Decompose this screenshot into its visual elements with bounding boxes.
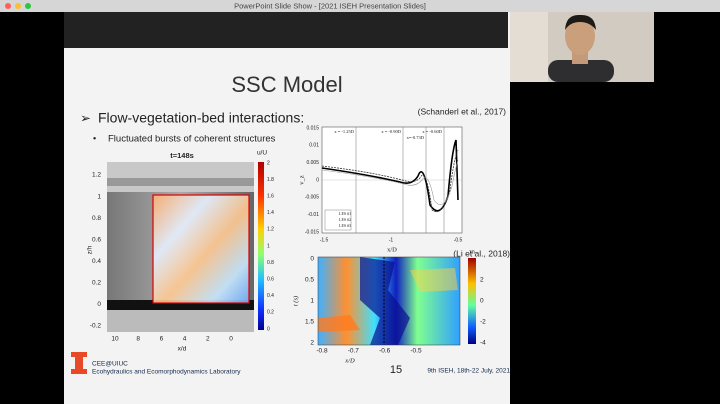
x-tick-label: 4 [183, 336, 187, 343]
y-tick-label: 0.005 [306, 160, 319, 166]
y-tick-label: 0.8 [92, 215, 101, 222]
x-tick-label: -1 [389, 237, 394, 243]
y-tick-label: 0 [316, 177, 319, 183]
colorbar-tick-label: 2 [267, 160, 270, 166]
page-number: 15 [390, 364, 402, 376]
footer-lab: Ecohydraulics and Ecomorphodynamics Labo… [92, 369, 241, 376]
x-tick-label: -0.7 [348, 348, 360, 355]
sub-bullet: Fluctuated bursts of coherent structures [108, 134, 276, 145]
y-tick-label: -0.015 [305, 229, 319, 235]
citation: (Schanderl et al., 2017) [418, 106, 507, 116]
legend-entry: LES #3 [339, 223, 351, 228]
section-label: x = -1.25D [334, 129, 354, 134]
colorbar-tick-label: 0 [480, 298, 484, 305]
y-axis-label: v_z [298, 175, 305, 185]
zoom-button[interactable] [25, 3, 31, 9]
y-tick-label: 0 [97, 301, 101, 308]
y-tick-label: 0.2 [92, 280, 101, 287]
y-tick-label: -0.005 [305, 195, 319, 201]
y-tick-label: 0.015 [306, 125, 319, 131]
y-tick-label: 2 [310, 340, 314, 347]
heatmap [317, 256, 461, 346]
university-logo [71, 352, 87, 374]
y-tick-label: -0.01 [308, 212, 320, 218]
y-tick-label: 1 [310, 298, 314, 305]
minimize-button[interactable] [15, 3, 21, 9]
x-tick-label: 8 [136, 336, 140, 343]
profile-plot [321, 126, 463, 234]
colorbar-tick-label: 0.2 [267, 310, 274, 316]
colorbar-tick-label: 1 [267, 243, 270, 249]
colorbar-label: u/U [257, 150, 267, 157]
figure-time: t=148s [170, 151, 194, 160]
citation: (Li et al., 2018) [453, 248, 510, 258]
x-tick-label: -0.5 [410, 348, 422, 355]
title-bar [0, 0, 720, 12]
x-tick-label: -1.5 [320, 237, 329, 243]
colorbar-tick-label: 0.4 [267, 293, 274, 299]
y-tick-label: 0.01 [309, 143, 319, 149]
colorbar-tick-label: 1.2 [267, 227, 274, 233]
section-label: x = -0.90D [381, 129, 401, 134]
x-tick-label: -0.5 [454, 237, 463, 243]
flow-image [107, 162, 254, 332]
bullet: Flow-vegetation-bed interactions: [98, 110, 304, 126]
x-tick-label: 10 [111, 336, 119, 343]
bullet-arrow: ➢ [80, 110, 91, 125]
y-tick-label: -0.2 [90, 323, 102, 330]
y-tick-label: 0.6 [92, 236, 101, 243]
x-tick-label: 2 [206, 336, 210, 343]
colorbar-tick-label: 0 [267, 326, 270, 332]
section-label: x = -0.60D [422, 129, 442, 134]
colorbar-tick-label: 0.8 [267, 260, 274, 266]
colorbar [258, 162, 264, 330]
colorbar-tick-label: 0.6 [267, 277, 274, 283]
x-tick-label: -0.8 [316, 348, 328, 355]
colorbar-tick-label: -2 [480, 319, 486, 326]
y-tick-label: 0 [310, 256, 314, 263]
webcam-video [508, 12, 654, 82]
colorbar-label: τn [469, 248, 476, 255]
slide-title: SSC Model [231, 72, 342, 97]
y-axis-label: t (s) [292, 296, 299, 306]
y-tick-label: 1 [97, 193, 101, 200]
x-axis-label: x/d [178, 346, 187, 353]
footer-org: CEE@UIUC [92, 361, 128, 368]
legend-entry: LES #1 [339, 211, 351, 216]
colorbar [468, 258, 476, 344]
section-label: x=-0.73D [407, 135, 425, 140]
legend-entry: LES #2 [339, 217, 351, 222]
slide-top-band [64, 12, 508, 48]
colorbar-tick-label: 1.6 [267, 194, 274, 200]
x-tick-label: -0.6 [379, 348, 391, 355]
y-axis-label: z/h [87, 245, 94, 254]
y-tick-label: 0.5 [305, 277, 314, 284]
y-tick-label: 1.5 [305, 319, 314, 326]
close-button[interactable] [5, 3, 11, 9]
colorbar-tick-label: -4 [480, 340, 486, 347]
window-title: PowerPoint Slide Show - [2021 ISEH Prese… [234, 1, 426, 10]
x-axis-label: x/D [344, 357, 355, 364]
x-tick-label: 6 [160, 336, 164, 343]
colorbar-tick-label: 2 [480, 277, 484, 284]
y-tick-label: 0.4 [92, 258, 101, 265]
footer-conference: 9th ISEH, 18th-22 July, 2021 [427, 368, 510, 375]
sub-bullet-dot: • [93, 133, 96, 143]
colorbar-tick-label: 1.8 [267, 177, 274, 183]
x-tick-label: 0 [229, 336, 233, 343]
colorbar-tick-label: 1.4 [267, 210, 274, 216]
x-axis-label: x/D [387, 246, 397, 253]
y-tick-label: 1.2 [92, 172, 101, 179]
